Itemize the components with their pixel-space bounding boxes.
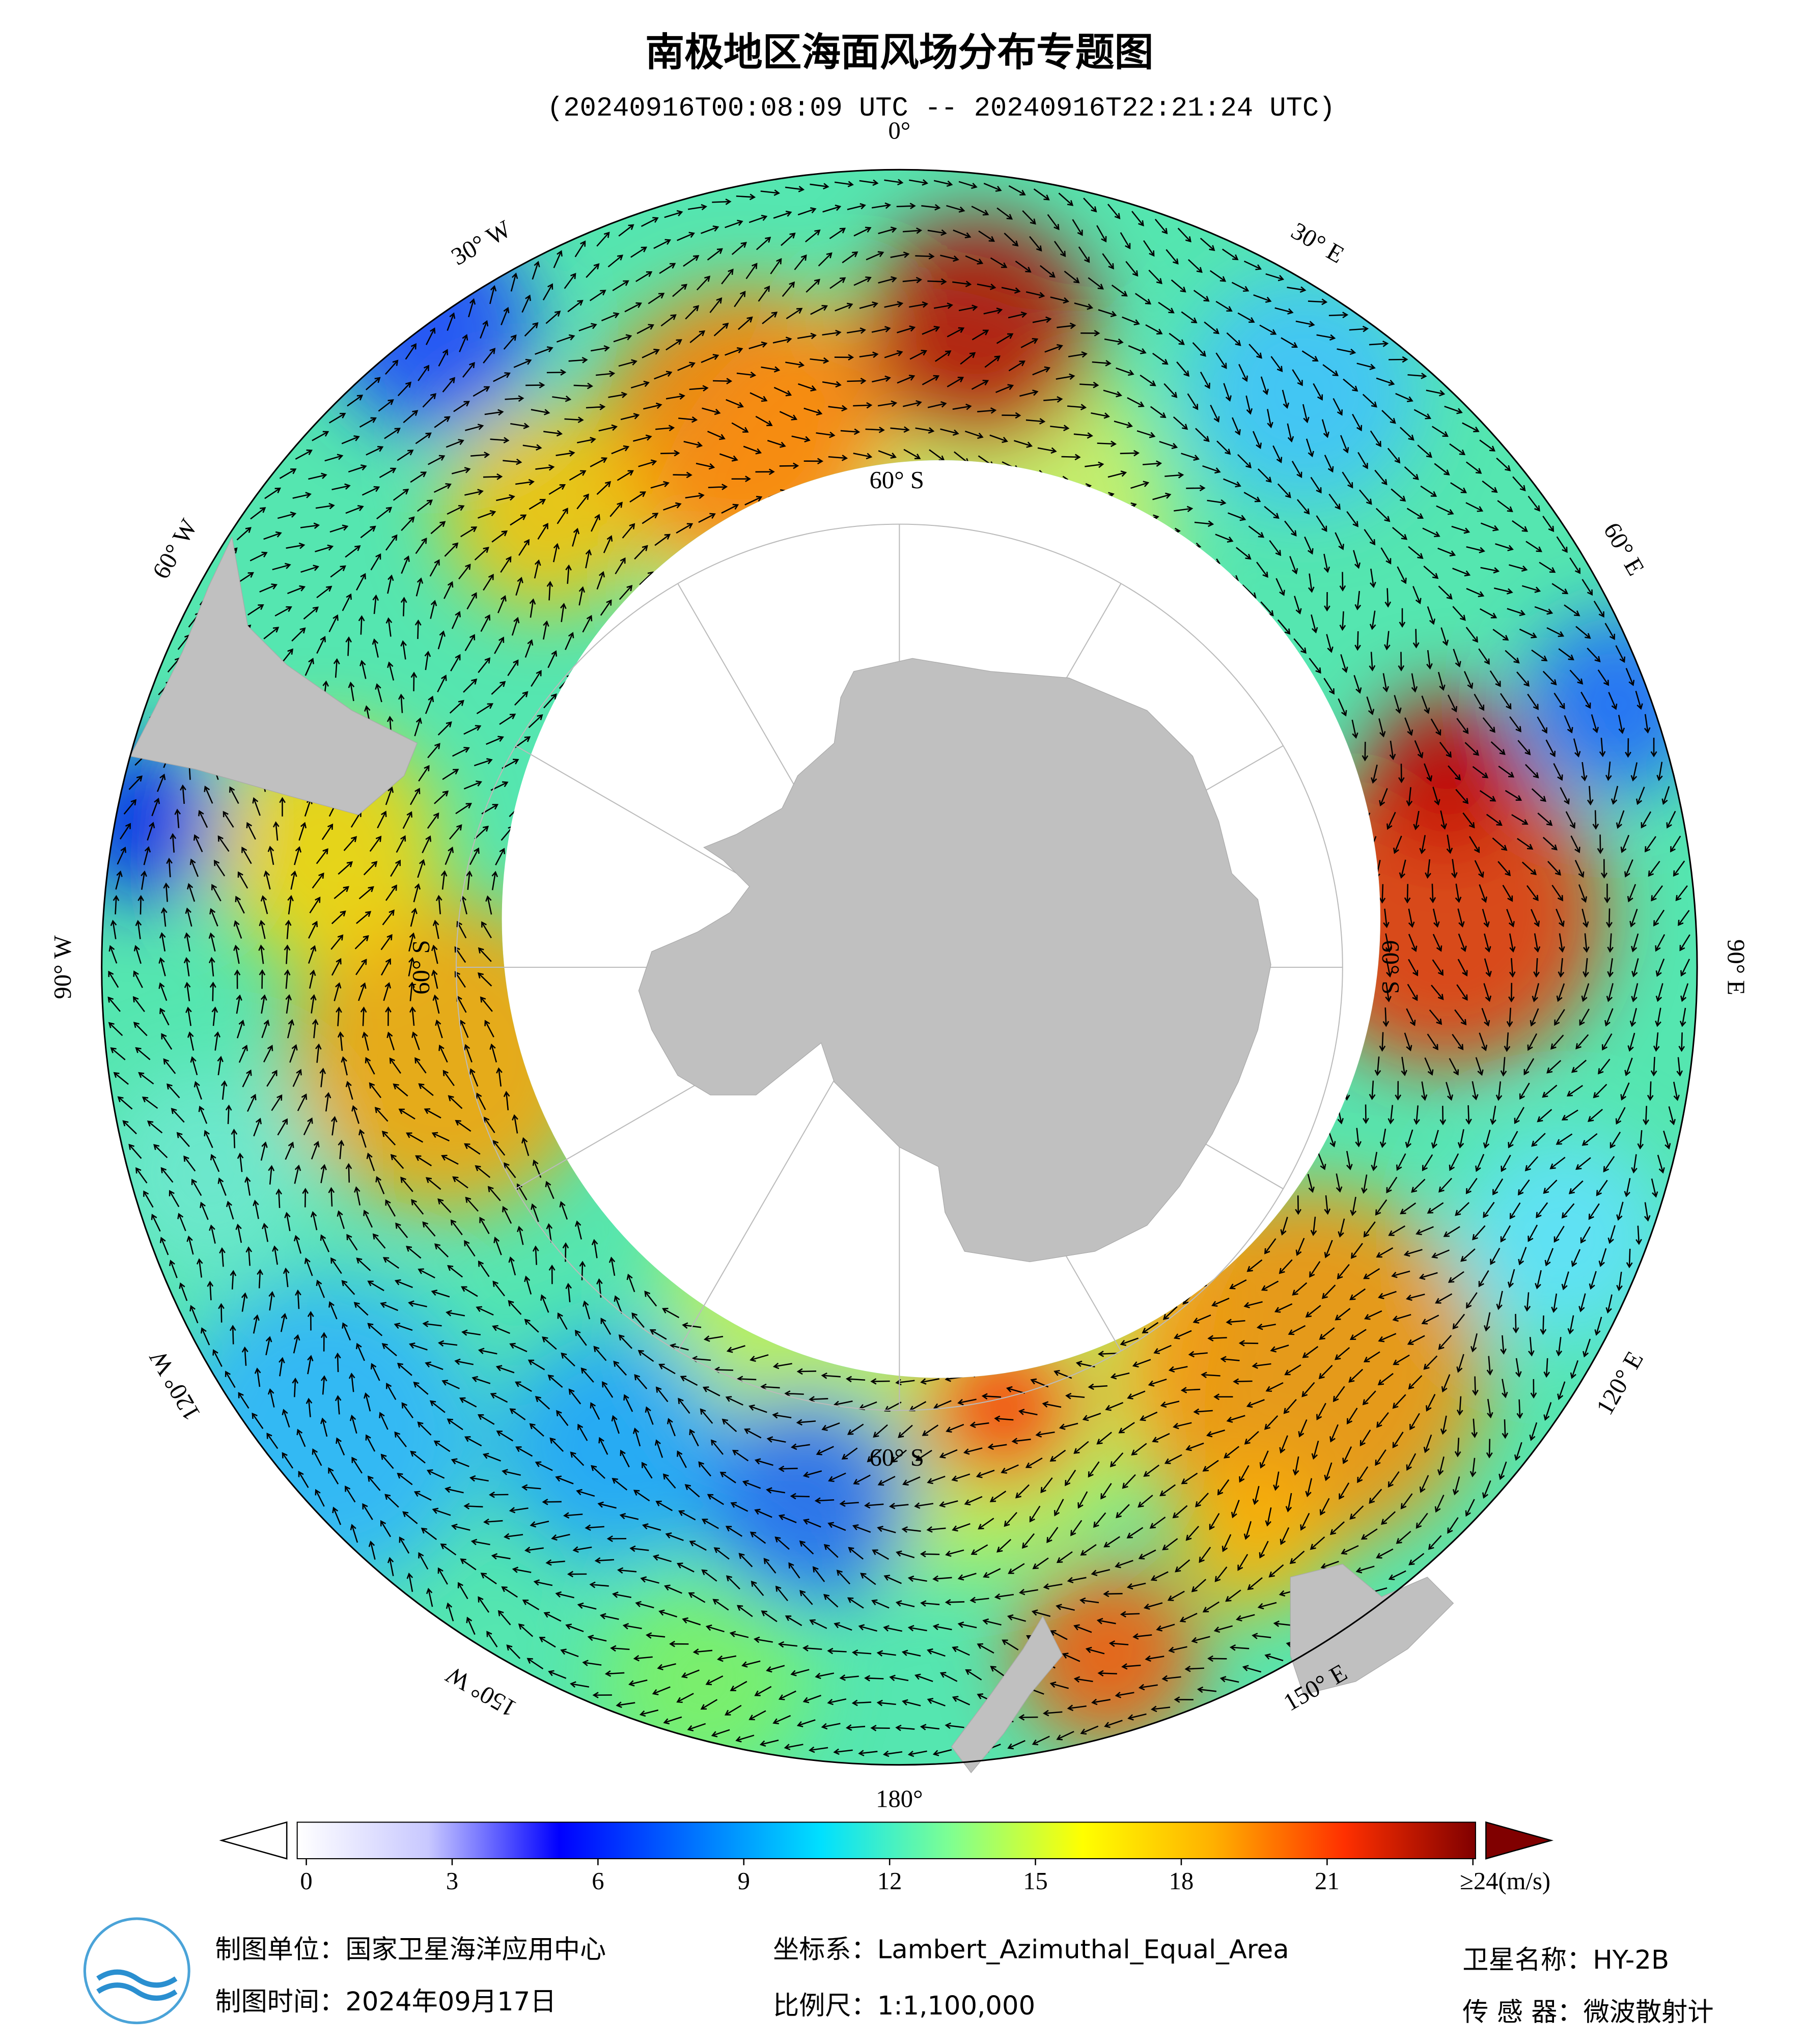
speed-blob [495, 1329, 730, 1564]
australia [1290, 1563, 1454, 1695]
longitude-label: 150° W [441, 1661, 521, 1723]
map-title: 南极地区海面风场分布专题图 [645, 30, 1153, 75]
parallel [455, 523, 1343, 1411]
speed-blob [1368, 691, 1525, 848]
footer-sensor: 传 感 器：微波散射计 [1462, 1997, 1713, 2028]
latitude-label: 60° S [870, 466, 924, 494]
speed-blob [1186, 274, 1421, 509]
new-zealand [951, 1615, 1063, 1774]
longitude-label: 30° W [447, 215, 516, 270]
longitude-label: 120° E [1591, 1347, 1649, 1419]
colorbar-tick-label: 12 [877, 1867, 902, 1895]
map-subtitle: (20240916T00:08:09 UTC -- 20240916T22:21… [547, 93, 1335, 124]
colorbar: 0 3 6 9 12 15 18 21 ≥24(m/s) [219, 1821, 1554, 1895]
colorbar-tick-label: 6 [592, 1867, 604, 1895]
longitude-label: 90° W [49, 935, 76, 999]
colorbar-tick-label: 3 [446, 1867, 458, 1895]
colorbar-bar [296, 1822, 1476, 1860]
longitude-label: 90° E [1723, 939, 1750, 995]
longitude-label: 180° [876, 1785, 923, 1813]
speed-blob [1460, 1134, 1669, 1343]
footer-unit: 制图单位：国家卫星海洋应用中心 [215, 1935, 606, 1965]
colorbar-tick-label: 9 [738, 1867, 750, 1895]
longitude-label: 120° W [144, 1346, 206, 1425]
colorbar-min-arrow [219, 1821, 288, 1860]
speed-blob [599, 1577, 809, 1765]
speed-blob [704, 1394, 912, 1604]
speed-blob [860, 215, 1095, 450]
latitude-label: 60° S [407, 940, 435, 994]
latitude-label: 60° S [870, 1444, 924, 1471]
logo-ring [83, 1917, 190, 2025]
latitude-label: 60° S [1377, 940, 1404, 994]
longitude-label: 30° E [1287, 217, 1349, 269]
speed-blob [1016, 1564, 1200, 1747]
footer-crs: 坐标系：Lambert_Azimuthal_Equal_Area [773, 1935, 1289, 1965]
land [130, 536, 1454, 1774]
footer-satellite: 卫星名称：HY-2B [1462, 1945, 1669, 1975]
antarctica [638, 658, 1271, 1263]
logo-waves [96, 1969, 178, 2001]
colorbar-max-arrow [1485, 1821, 1554, 1860]
longitude-label: 0° [888, 117, 910, 145]
colorbar-tick-label: 15 [1023, 1867, 1048, 1895]
south-america [130, 536, 418, 816]
longitude-label: 60° W [147, 515, 203, 584]
logo [83, 1917, 190, 2025]
longitude-label: 60° E [1598, 518, 1650, 580]
footer-scale: 比例尺：1:1,100,000 [773, 1991, 1035, 2021]
footer-date: 制图时间：2024年09月17日 [215, 1986, 556, 2017]
map-border [101, 169, 1698, 1766]
colorbar-tick-label: 18 [1169, 1867, 1194, 1895]
colorbar-tick-label: ≥24(m/s) [1460, 1867, 1550, 1895]
colorbar-tick-label: 0 [300, 1867, 312, 1895]
speed-blob [443, 404, 652, 613]
colorbar-tick-label: 21 [1315, 1867, 1340, 1895]
